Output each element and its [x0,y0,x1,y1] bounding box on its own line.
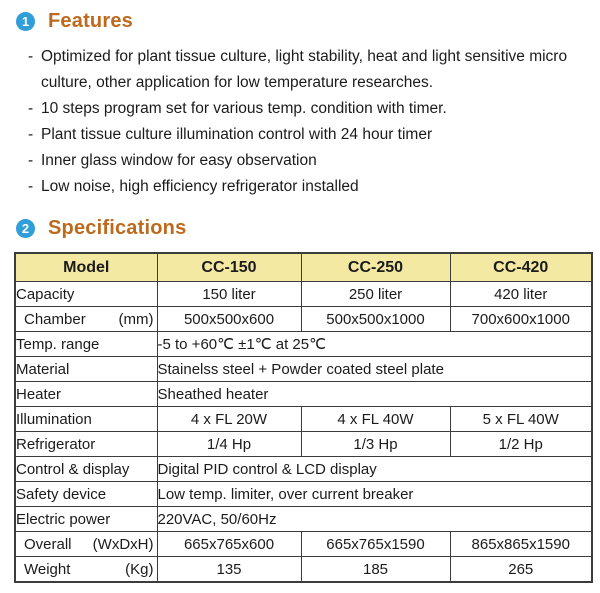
cell-chamber-cc420: 700x600x1000 [449,306,593,332]
bullet-dash: - [28,152,34,169]
table-row-safety-device: Safety device Low temp. limiter, over cu… [14,481,593,507]
header-cc420: CC-420 [449,252,593,282]
list-item: - Inner glass window for easy observatio… [28,148,594,174]
row-label-electric-power: Electric power [14,506,158,532]
table-header-row: Model CC-150 CC-250 CC-420 [14,252,593,282]
list-item: - Low noise, high efficiency refrigerato… [28,174,594,200]
table-row-weight: Weight (Kg) 135 185 265 [14,556,593,583]
feature-text: Inner glass window for easy observation [41,152,317,169]
section-2-number-badge-icon: 2 [16,219,35,238]
row-label-illumination: Illumination [14,406,158,432]
bullet-dash: - [28,126,34,143]
bullet-dash: - [28,100,34,117]
table-row-heater: Heater Sheathed heater [14,381,593,407]
table-row-control-display: Control & display Digital PID control & … [14,456,593,482]
cell-material: Stainelss steel + Powder coated steel pl… [156,356,593,382]
cell-chamber-cc250: 500x500x1000 [300,306,451,332]
row-label-unit: (mm) [118,310,154,328]
table-row-material: Material Stainelss steel + Powder coated… [14,356,593,382]
specifications-table: Model CC-150 CC-250 CC-420 Capacity 150 … [14,252,593,583]
cell-illumination-cc150: 4 x FL 20W [156,406,302,432]
features-title: Features [48,10,133,32]
cell-weight-cc150: 135 [156,556,302,583]
cell-chamber-cc150: 500x500x600 [156,306,302,332]
cell-overall-cc250: 665x765x1590 [300,531,451,557]
table-row-temp-range: Temp. range -5 to +60℃ ±1℃ at 25℃ [14,331,593,357]
row-label-unit: (WxDxH) [92,535,154,553]
list-item: - Optimized for plant tissue culture, li… [28,44,594,96]
cell-refrigerator-cc250: 1/3 Hp [300,431,451,457]
row-label-temp-range: Temp. range [14,331,158,357]
cell-illumination-cc420: 5 x FL 40W [449,406,593,432]
cell-heater: Sheathed heater [156,381,593,407]
feature-text: Low noise, high efficiency refrigerator … [41,178,359,195]
cell-refrigerator-cc150: 1/4 Hp [156,431,302,457]
cell-capacity-cc420: 420 liter [449,281,593,307]
cell-weight-cc420: 265 [449,556,593,583]
cell-safety-device: Low temp. limiter, over current breaker [156,481,593,507]
row-label-refrigerator: Refrigerator [14,431,158,457]
specifications-title: Specifications [48,217,187,239]
header-model: Model [14,252,158,282]
table-row-overall: Overall (WxDxH) 665x765x600 665x765x1590… [14,531,593,557]
row-label-capacity: Capacity [14,281,158,307]
header-cc150: CC-150 [156,252,302,282]
cell-overall-cc150: 665x765x600 [156,531,302,557]
feature-text: Plant tissue culture illumination contro… [41,126,433,143]
row-label-overall: Overall (WxDxH) [14,531,158,557]
cell-overall-cc420: 865x865x1590 [449,531,593,557]
cell-capacity-cc250: 250 liter [300,281,451,307]
row-label-heater: Heater [14,381,158,407]
list-item: - Plant tissue culture illumination cont… [28,122,594,148]
section-1-number-badge-icon: 1 [16,12,35,31]
row-label-text: Weight [24,560,71,578]
table-row-chamber: Chamber (mm) 500x500x600 500x500x1000 70… [14,306,593,332]
table-row-illumination: Illumination 4 x FL 20W 4 x FL 40W 5 x F… [14,406,593,432]
feature-text: Optimized for plant tissue culture, ligh… [41,48,568,91]
bullet-dash: - [28,48,34,65]
list-item: - 10 steps program set for various temp.… [28,96,594,122]
cell-capacity-cc150: 150 liter [156,281,302,307]
table-row-capacity: Capacity 150 liter 250 liter 420 liter [14,281,593,307]
header-cc250: CC-250 [300,252,451,282]
feature-text: 10 steps program set for various temp. c… [41,100,447,117]
table-row-electric-power: Electric power 220VAC, 50/60Hz [14,506,593,532]
table-row-refrigerator: Refrigerator 1/4 Hp 1/3 Hp 1/2 Hp [14,431,593,457]
row-label-text: Overall [24,535,72,553]
cell-temp-range: -5 to +60℃ ±1℃ at 25℃ [156,331,593,357]
specifications-section-heading: 2 Specifications [16,217,600,240]
cell-weight-cc250: 185 [300,556,451,583]
cell-refrigerator-cc420: 1/2 Hp [449,431,593,457]
cell-control-display: Digital PID control & LCD display [156,456,593,482]
row-label-control-display: Control & display [14,456,158,482]
cell-illumination-cc250: 4 x FL 40W [300,406,451,432]
row-label-material: Material [14,356,158,382]
row-label-text: Chamber [24,310,86,328]
cell-electric-power: 220VAC, 50/60Hz [156,506,593,532]
row-label-weight: Weight (Kg) [14,556,158,583]
row-label-chamber: Chamber (mm) [14,306,158,332]
bullet-dash: - [28,178,34,195]
features-section-heading: 1 Features [16,0,600,33]
features-list: - Optimized for plant tissue culture, li… [28,44,594,200]
row-label-safety-device: Safety device [14,481,158,507]
row-label-unit: (Kg) [125,560,154,578]
